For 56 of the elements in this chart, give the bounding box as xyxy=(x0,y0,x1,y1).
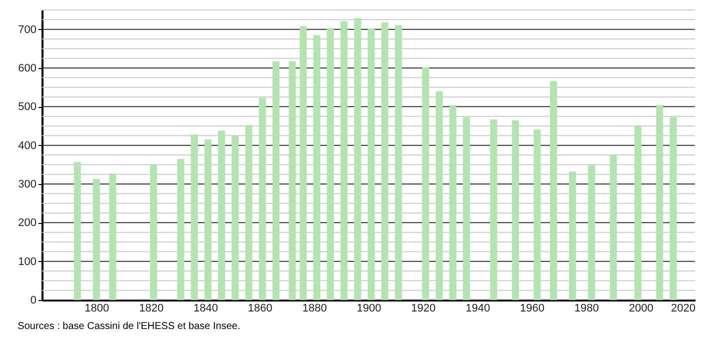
x-tick-label: 1940 xyxy=(466,302,490,314)
x-tick-label: 1960 xyxy=(520,302,544,314)
bar xyxy=(288,61,296,300)
source-note: Sources : base Cassini de l'EHESS et base Insee. xyxy=(18,321,240,332)
bar xyxy=(74,162,81,300)
bar xyxy=(326,28,334,300)
bar xyxy=(190,134,198,300)
y-tick-label: 400 xyxy=(18,140,36,152)
bar xyxy=(218,130,226,300)
bar xyxy=(394,25,402,300)
bar xyxy=(232,136,239,300)
bar xyxy=(634,126,642,300)
bar xyxy=(670,117,677,300)
bar xyxy=(381,22,388,300)
bar xyxy=(610,155,617,300)
bar xyxy=(258,98,266,300)
y-tick-label: 600 xyxy=(18,62,36,74)
x-tick-label: 1820 xyxy=(139,302,164,314)
x-tick-label: 1800 xyxy=(84,302,110,314)
bar xyxy=(272,61,280,300)
bar xyxy=(569,172,576,300)
bar xyxy=(550,81,558,300)
bar xyxy=(354,18,362,300)
x-tick-label: 1840 xyxy=(194,302,218,314)
x-tick-label: 1900 xyxy=(356,302,382,314)
bar xyxy=(150,165,158,300)
bar xyxy=(449,105,456,300)
bar xyxy=(313,35,320,300)
x-tick-label: 1860 xyxy=(248,302,272,314)
bar xyxy=(340,21,348,300)
bar xyxy=(245,124,252,300)
bar xyxy=(92,178,100,300)
x-tick-label: 2000 xyxy=(628,302,654,314)
y-tick-label: 300 xyxy=(18,178,36,190)
bar xyxy=(656,105,664,300)
x-tick-label: 1880 xyxy=(302,302,327,314)
bar xyxy=(512,120,519,300)
y-tick-label: 700 xyxy=(18,24,36,36)
bar xyxy=(490,119,498,300)
bar xyxy=(462,117,470,300)
bar xyxy=(534,129,541,300)
bar xyxy=(300,26,307,300)
y-tick-label: 100 xyxy=(18,256,36,268)
bar xyxy=(588,164,596,300)
x-tick-label: 2020 xyxy=(671,302,696,314)
x-tick-label: 1980 xyxy=(574,302,599,314)
bar xyxy=(109,174,116,300)
bar xyxy=(204,140,212,300)
bar xyxy=(177,158,184,300)
y-tick-label: 500 xyxy=(18,101,36,114)
bar xyxy=(368,28,375,300)
x-tick-label: 1920 xyxy=(411,302,436,314)
bar xyxy=(436,91,443,300)
bar xyxy=(422,67,430,300)
y-tick-label: 200 xyxy=(18,217,36,230)
y-tick-label: 0 xyxy=(30,294,36,306)
